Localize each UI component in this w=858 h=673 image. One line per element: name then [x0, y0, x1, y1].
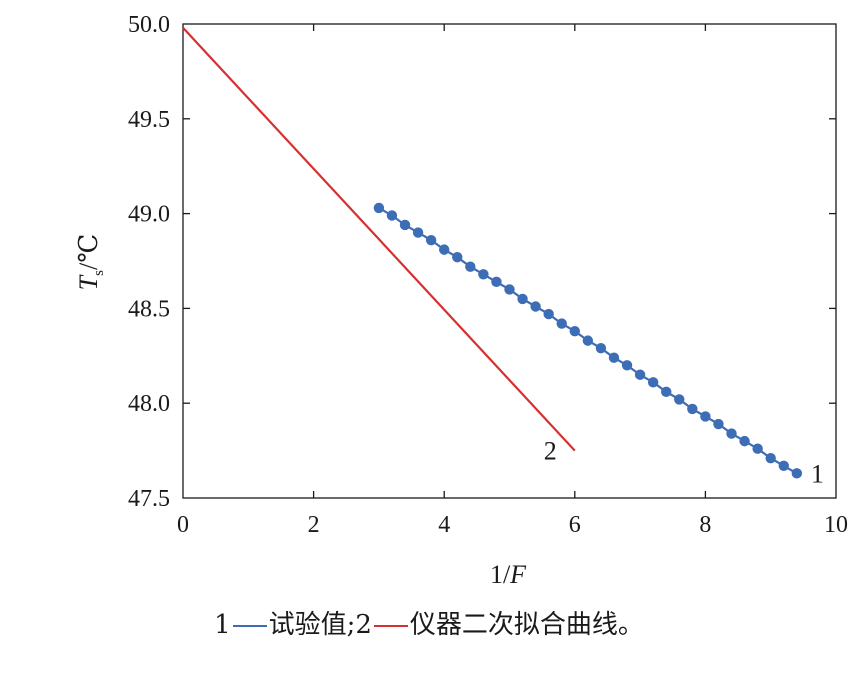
figure-caption: 1 试验值;2 仪器二次拟合曲线。	[0, 604, 858, 641]
series-1-point	[504, 284, 515, 295]
series-1-point	[674, 394, 685, 405]
x-tick-label: 6	[569, 512, 581, 538]
plot-area: 0 2 4 6 8 10 47.5 48.0 48.5 49.0 49.5 50.0 1 2	[128, 12, 848, 538]
x-axis-title: 1/F	[490, 560, 527, 589]
series-1-point	[752, 443, 763, 454]
y-tick-label: 48.5	[128, 296, 170, 322]
series-1-point	[661, 386, 672, 398]
series-1-point	[386, 210, 398, 221]
caption-series-1-number: 1	[214, 610, 231, 640]
y-tick-label: 49.5	[128, 107, 170, 133]
x-tick-label: 8	[699, 512, 711, 538]
x-tick-label: 2	[308, 512, 320, 538]
series-1-point	[647, 377, 659, 388]
caption-series-1-swatch	[232, 625, 267, 627]
series-1-point	[726, 428, 737, 439]
series-1-point	[713, 418, 724, 430]
plot-frame	[182, 23, 837, 499]
series-1-point	[621, 360, 633, 371]
series-1-point	[478, 269, 489, 280]
x-tick-label: 10	[824, 512, 848, 538]
series-1-point	[425, 234, 437, 246]
series-1-point	[530, 301, 541, 312]
series-2-label: 2	[544, 437, 557, 466]
series-1-point	[452, 252, 463, 263]
series-1-point	[608, 352, 620, 363]
caption-series-2-text: 仪器二次拟合曲线。	[409, 610, 644, 640]
series-1-point	[569, 325, 580, 337]
y-tick-label: 48.0	[128, 391, 170, 417]
series-1-label: 1	[811, 459, 824, 488]
x-tick-label: 0	[177, 512, 189, 538]
series-1-point	[791, 468, 803, 479]
series-1-point	[399, 219, 411, 231]
series-1-point	[412, 227, 424, 238]
series-1-point	[687, 403, 698, 415]
y-axis-title-text: Ts/℃	[74, 234, 107, 291]
series-1-point	[700, 411, 711, 422]
series-2-line	[182, 27, 576, 452]
y-tick-label: 50.0	[128, 12, 170, 38]
series-1-point	[543, 308, 554, 320]
caption-series-2-swatch	[373, 625, 408, 627]
y-tick-label: 47.5	[128, 486, 170, 512]
y-axis-title: Ts/℃	[74, 234, 107, 291]
series-1-point	[439, 244, 450, 255]
series-1-point	[517, 293, 528, 305]
series-1-point	[373, 202, 385, 214]
series-1-point	[778, 460, 789, 471]
series-1-point	[465, 261, 476, 272]
series-1-point	[491, 276, 502, 288]
series-1-point	[582, 335, 594, 346]
y-tick-label: 49.0	[128, 202, 170, 228]
series-1-point	[634, 369, 646, 380]
series-1-point	[765, 452, 776, 464]
series-1-point	[556, 318, 567, 329]
x-tick-label: 4	[438, 512, 450, 538]
series-1-point	[739, 435, 750, 447]
caption-series-2-number: 2	[355, 610, 372, 640]
series-1-point	[595, 343, 607, 354]
caption-series-1-text: 试验值;	[268, 610, 356, 640]
